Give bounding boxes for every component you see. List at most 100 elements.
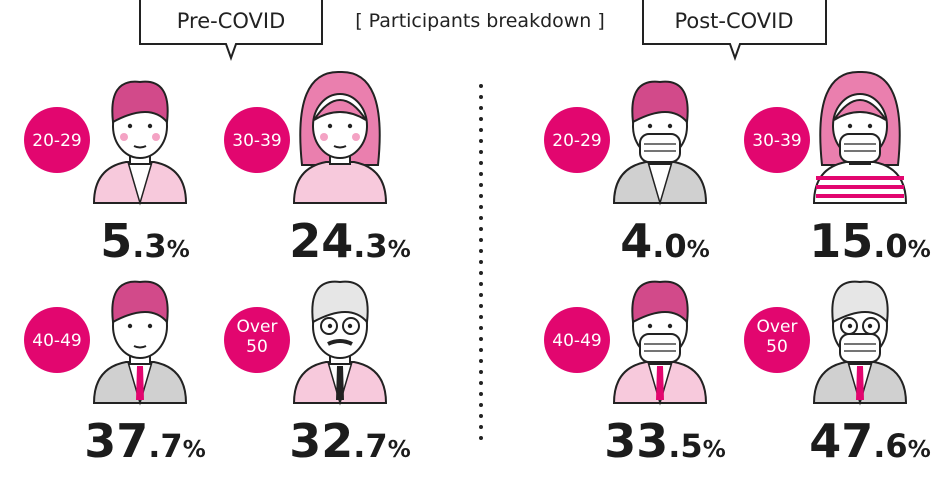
post-covid-tag: Post-COVID [642, 0, 827, 61]
eye [127, 323, 133, 329]
share-int: 47 [809, 414, 873, 468]
age-label: Over 50 [237, 317, 278, 357]
share-unit: % [908, 437, 931, 463]
eye [327, 123, 333, 129]
hair [631, 280, 689, 325]
tie [336, 366, 344, 400]
share-dec: .7 [148, 427, 182, 465]
share-int: 15 [809, 214, 873, 268]
participant: 40-49 37.7% [24, 280, 206, 468]
blush [152, 133, 160, 141]
share-unit: % [183, 437, 206, 463]
share-dec: .3 [353, 227, 387, 265]
eye [647, 323, 653, 329]
eye [127, 123, 133, 129]
eye [147, 123, 153, 129]
share-dec: .6 [873, 427, 907, 465]
eye [347, 123, 353, 129]
tag-label: Post-COVID [674, 9, 793, 33]
fringe [313, 99, 367, 121]
mask [639, 133, 681, 163]
mouth [333, 145, 347, 149]
stripe [816, 194, 904, 198]
share-label: 15.0% [809, 214, 930, 268]
mouth [133, 145, 147, 149]
participant: 20-29 5.3% [24, 80, 190, 268]
share-label: 33.5% [604, 414, 725, 468]
age-label: 20-29 [552, 131, 601, 151]
participant: 30-39 24.3% [224, 70, 411, 268]
participant: 30-39 15.0% [744, 70, 931, 268]
eye [847, 323, 853, 329]
participant: Over 50 32.7% [224, 280, 411, 468]
age-badge [24, 107, 90, 173]
tag-label: Pre-COVID [177, 9, 286, 33]
stripe [816, 185, 904, 189]
share-int: 5 [100, 214, 132, 268]
eye [647, 123, 653, 129]
eye [667, 123, 673, 129]
share-unit: % [167, 237, 190, 263]
age-badge [24, 307, 90, 373]
share-dec: .5 [668, 427, 702, 465]
age-word: 50 [246, 337, 268, 357]
tag-box [139, 0, 323, 61]
hair [111, 80, 169, 125]
age-badge [224, 307, 290, 373]
age-badge [744, 107, 810, 173]
share-unit: % [687, 237, 710, 263]
stripe [816, 176, 904, 180]
share-label: 24.3% [289, 214, 410, 268]
age-label: 40-49 [32, 331, 81, 351]
share-unit: % [388, 437, 411, 463]
participant: Over 50 47.6% [744, 280, 931, 468]
eye [867, 123, 873, 129]
share-label: 47.6% [809, 414, 930, 468]
share-unit: % [908, 237, 931, 263]
mask [639, 333, 681, 363]
hair [831, 280, 889, 325]
age-label: Over 50 [757, 317, 798, 357]
share-dec: .3 [132, 227, 166, 265]
mouth [133, 345, 147, 349]
participant: 40-49 33.5% [544, 280, 726, 468]
age-word: 50 [766, 337, 788, 357]
age-badge [744, 307, 810, 373]
share-unit: % [703, 437, 726, 463]
share-int: 37 [84, 414, 148, 468]
eye [667, 323, 673, 329]
mask [839, 333, 881, 363]
age-badge [544, 107, 610, 173]
share-int: 32 [289, 414, 353, 468]
share-label: 4.0% [620, 214, 709, 268]
share-label: 37.7% [84, 414, 205, 468]
share-label: 5.3% [100, 214, 189, 268]
share-dec: .0 [652, 227, 686, 265]
tie [656, 366, 664, 400]
blush [120, 133, 128, 141]
tag-box [642, 0, 827, 61]
eye [147, 323, 153, 329]
glasses [342, 317, 360, 335]
share-int: 33 [604, 414, 668, 468]
eye [347, 323, 353, 329]
hair [631, 80, 689, 125]
age-word: Over [757, 317, 798, 337]
eye [867, 323, 873, 329]
share-unit: % [388, 237, 411, 263]
fringe [833, 99, 887, 121]
age-label: 20-29 [32, 131, 81, 151]
age-badge [544, 307, 610, 373]
share-int: 4 [620, 214, 652, 268]
age-label: 30-39 [232, 131, 281, 151]
age-label: 40-49 [552, 331, 601, 351]
eye [847, 123, 853, 129]
age-label: 30-39 [752, 131, 801, 151]
share-label: 32.7% [289, 414, 410, 468]
age-word: Over [237, 317, 278, 337]
tie [856, 366, 864, 400]
mask [839, 133, 881, 163]
glasses [320, 317, 338, 335]
age-badge [224, 107, 290, 173]
